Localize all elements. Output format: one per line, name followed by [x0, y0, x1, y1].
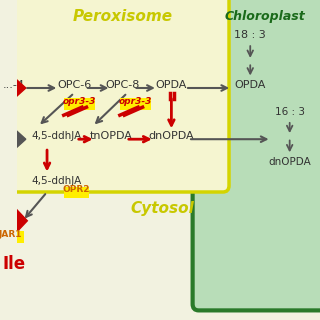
Text: 18 : 3: 18 : 3 — [234, 30, 266, 40]
Text: tnOPDA: tnOPDA — [89, 131, 132, 141]
Text: dnOPDA: dnOPDA — [148, 131, 194, 141]
Text: opr3-3: opr3-3 — [63, 97, 96, 106]
Text: dnOPDA: dnOPDA — [268, 157, 311, 167]
Text: OPDA: OPDA — [235, 80, 266, 90]
Text: opr3-3: opr3-3 — [119, 97, 152, 106]
FancyBboxPatch shape — [64, 187, 89, 198]
Polygon shape — [15, 208, 27, 234]
Text: OPC-8: OPC-8 — [106, 80, 140, 90]
Text: JAR1: JAR1 — [0, 230, 22, 239]
Text: OPR2: OPR2 — [63, 185, 90, 194]
Text: OPC-6: OPC-6 — [57, 80, 92, 90]
Text: 4,5-ddhJA: 4,5-ddhJA — [31, 131, 81, 141]
Text: OPDA: OPDA — [156, 80, 187, 90]
Text: Peroxisome: Peroxisome — [73, 9, 173, 23]
FancyBboxPatch shape — [193, 0, 320, 310]
Text: Cytosol: Cytosol — [130, 201, 194, 215]
FancyBboxPatch shape — [0, 231, 24, 243]
Text: 4,5-ddhJA: 4,5-ddhJA — [31, 176, 81, 186]
FancyBboxPatch shape — [64, 98, 95, 110]
Polygon shape — [15, 130, 26, 149]
FancyBboxPatch shape — [0, 0, 229, 192]
Text: ...-4: ...-4 — [3, 80, 25, 90]
Polygon shape — [15, 78, 26, 98]
Text: Chloroplast: Chloroplast — [225, 10, 306, 22]
Text: 16 : 3: 16 : 3 — [275, 107, 305, 117]
Text: Ile: Ile — [2, 255, 25, 273]
FancyBboxPatch shape — [120, 98, 151, 110]
